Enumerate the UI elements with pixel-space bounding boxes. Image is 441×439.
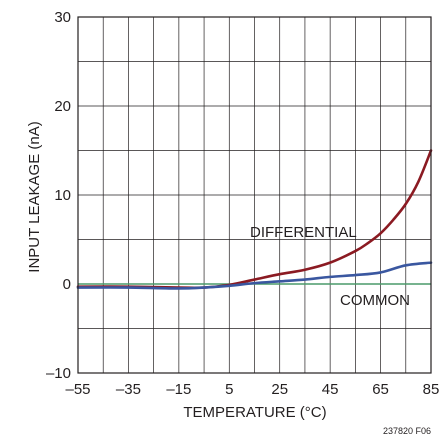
y-tick-label: 20 (54, 98, 71, 115)
series-line-common (76, 261, 433, 290)
plot-frame (77, 16, 432, 374)
series-label-differential: DIFFERENTIAL (250, 224, 357, 241)
grid (78, 17, 431, 373)
x-tick-labels: –55 –35 –15 5 25 45 65 85 (65, 381, 439, 398)
x-tick-label: –55 (65, 381, 90, 398)
x-tick-label: 65 (372, 381, 389, 398)
x-tick-label: –35 (116, 381, 141, 398)
y-tick-label: 30 (54, 9, 71, 26)
y-tick-labels: –10 0 10 20 30 (46, 9, 71, 382)
x-tick-label: –15 (166, 381, 191, 398)
x-tick-label: 25 (271, 381, 288, 398)
y-tick-label: 10 (54, 187, 71, 204)
series-label-common: COMMON (340, 292, 410, 309)
x-tick-label: 45 (322, 381, 339, 398)
y-tick-label: 0 (63, 276, 71, 293)
figure-id: 237820 F06 (383, 426, 431, 436)
y-tick-label: –10 (46, 365, 71, 382)
x-tick-label: 85 (423, 381, 440, 398)
x-axis-title: TEMPERATURE (°C) (183, 404, 326, 421)
y-axis-title: INPUT LEAKAGE (nA) (26, 121, 43, 272)
x-tick-label: 5 (225, 381, 233, 398)
series-lines (76, 149, 433, 290)
